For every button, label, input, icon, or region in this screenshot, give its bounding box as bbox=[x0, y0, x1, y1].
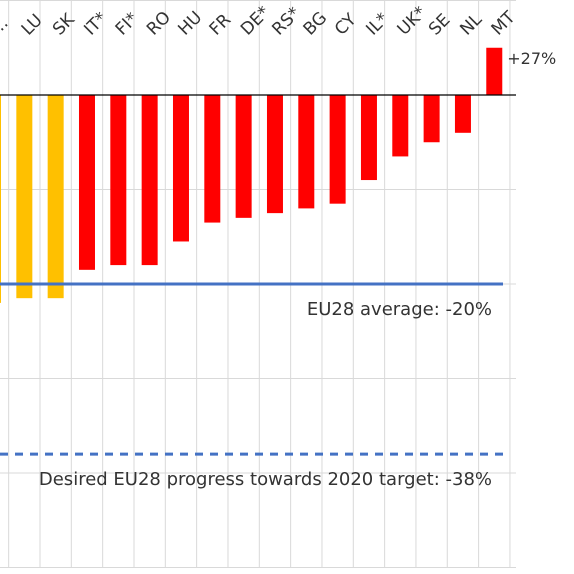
bar bbox=[454, 95, 471, 133]
target-line-label: Desired EU28 progress towards 2020 targe… bbox=[39, 469, 492, 490]
bar bbox=[266, 95, 283, 214]
bar bbox=[486, 47, 503, 95]
bar bbox=[360, 95, 377, 181]
data-labels: +27% bbox=[507, 49, 556, 68]
bar bbox=[141, 95, 158, 266]
bar bbox=[110, 95, 127, 266]
bar bbox=[78, 95, 95, 270]
category-label: MT bbox=[488, 7, 520, 39]
category-label: NL bbox=[456, 9, 486, 39]
bar bbox=[204, 95, 221, 223]
bar bbox=[0, 95, 1, 303]
bar bbox=[423, 95, 440, 143]
category-label: SE bbox=[425, 10, 454, 39]
category-label: IT* bbox=[80, 8, 111, 39]
category-label: BG bbox=[300, 8, 331, 39]
bar bbox=[16, 95, 33, 299]
bar bbox=[329, 95, 346, 204]
reference-lines: EU28 average: -20% Desired EU28 progress … bbox=[0, 94, 516, 490]
category-label: RS* bbox=[268, 3, 304, 39]
bar bbox=[172, 95, 189, 242]
category-label: … bbox=[0, 13, 13, 39]
bars bbox=[0, 47, 503, 303]
category-label: HU bbox=[174, 8, 206, 40]
bar bbox=[47, 95, 64, 299]
data-label: +27% bbox=[507, 49, 556, 68]
category-label: IL* bbox=[362, 9, 392, 39]
bar bbox=[235, 95, 252, 218]
average-line-label: EU28 average: -20% bbox=[307, 299, 492, 320]
category-label: DE* bbox=[237, 3, 274, 40]
category-label: RO bbox=[143, 8, 175, 40]
category-label: FI* bbox=[112, 9, 143, 40]
category-label: FR bbox=[206, 10, 236, 40]
category-label: LU bbox=[18, 10, 47, 39]
category-label: SK bbox=[49, 9, 79, 39]
bar bbox=[298, 95, 315, 209]
category-labels: … LU SK IT* FI* RO HU FR DE*RS*BG CY IL* UK*SE NL MT bbox=[0, 3, 520, 40]
bar bbox=[392, 95, 409, 157]
category-label: UK* bbox=[394, 3, 431, 40]
category-label: CY bbox=[331, 9, 361, 39]
